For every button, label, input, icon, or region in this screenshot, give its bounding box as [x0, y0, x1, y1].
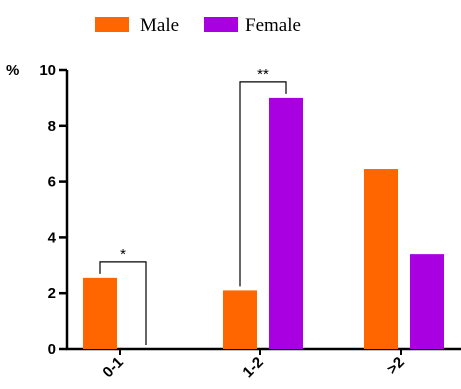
legend: Male Female [95, 15, 301, 36]
y-tick-label: 10 [39, 62, 56, 79]
y-axis-unit-label: % [6, 62, 19, 79]
legend-swatch-female [204, 17, 238, 32]
bar [269, 97, 303, 350]
x-tick-label: 0-1 [99, 354, 126, 381]
bar [223, 290, 257, 349]
legend-label-female: Female [245, 15, 301, 36]
bar [410, 254, 444, 349]
y-tick-label: 6 [48, 174, 56, 191]
x-tick-label: >2 [384, 354, 408, 378]
bar [364, 169, 398, 349]
x-axis-labels: 0-1 1-2 >2 [99, 349, 408, 381]
significance-bracket [99, 261, 147, 345]
legend-swatch-male [95, 17, 129, 32]
x-tick-label: 1-2 [239, 354, 266, 381]
significance-label: ** [257, 66, 269, 83]
significance-label: * [120, 246, 126, 263]
y-tick-label: 0 [48, 341, 56, 358]
significance-bracket [239, 81, 287, 287]
legend-label-male: Male [140, 15, 179, 36]
bar [83, 277, 117, 349]
significance-brackets: *** [99, 66, 287, 345]
y-tick-label: 4 [48, 229, 57, 246]
bars [83, 97, 444, 350]
y-tick-label: 8 [48, 118, 56, 135]
y-axis-ticks: 0 2 4 6 8 10 [39, 62, 67, 358]
y-tick-label: 2 [48, 285, 56, 302]
